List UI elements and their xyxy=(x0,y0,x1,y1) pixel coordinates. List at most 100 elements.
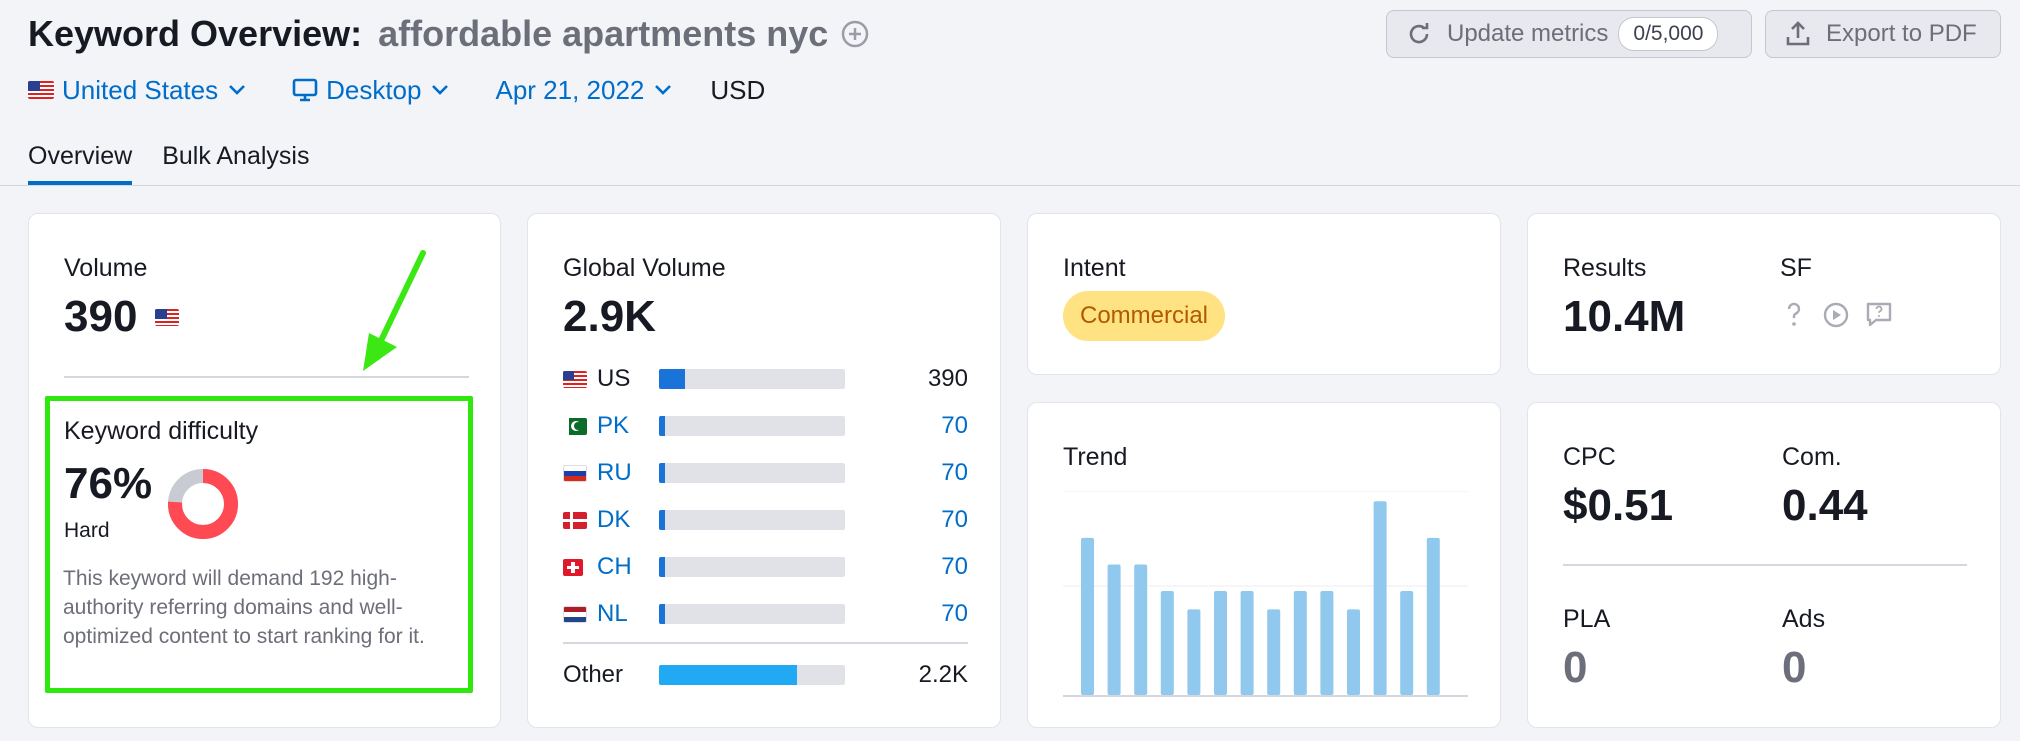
country-select[interactable]: United States xyxy=(28,75,246,106)
country-row-pk[interactable]: PK 70 xyxy=(563,411,968,441)
kd-donut-arc xyxy=(168,469,238,539)
trend-bar[interactable] xyxy=(1373,501,1387,695)
country-volume[interactable]: 70 xyxy=(941,459,968,486)
volume-divider xyxy=(64,376,469,378)
intent-card: Intent Commercial xyxy=(1027,213,1501,375)
other-share-fill xyxy=(659,665,797,685)
desktop-icon xyxy=(292,78,318,102)
volume-card: Volume 390 Keyword difficulty 76% Hard T… xyxy=(28,213,501,728)
country-share-fill xyxy=(659,510,665,530)
country-code[interactable]: NL xyxy=(597,600,628,627)
us-flag-icon xyxy=(155,309,179,326)
trend-card: Trend xyxy=(1027,402,1501,728)
country-share-bar xyxy=(659,604,845,624)
tab-bulk-analysis[interactable]: Bulk Analysis xyxy=(162,142,310,170)
update-metrics-button[interactable]: Update metrics 0/5,000 xyxy=(1386,10,1752,58)
trend-bar[interactable] xyxy=(1426,537,1440,695)
other-label: Other xyxy=(563,661,624,688)
trend-bar[interactable] xyxy=(1293,590,1307,695)
country-code[interactable]: PK xyxy=(597,412,630,439)
question-icon[interactable] xyxy=(1780,300,1808,330)
country-share-fill xyxy=(659,369,686,389)
results-card: Results 10.4M SF xyxy=(1527,213,2001,375)
dk-flag-icon xyxy=(563,511,587,529)
country-volume[interactable]: 70 xyxy=(941,412,968,439)
trend-bar[interactable] xyxy=(1107,564,1121,695)
pk-flag-icon xyxy=(563,417,587,435)
trend-bar[interactable] xyxy=(1134,564,1148,695)
ch-flag-icon xyxy=(563,558,583,576)
us-flag-icon xyxy=(563,370,587,388)
export-pdf-button[interactable]: Export to PDF xyxy=(1765,10,2001,58)
intent-label: Intent xyxy=(1063,254,1126,282)
kd-label: Keyword difficulty xyxy=(64,417,259,445)
global-divider xyxy=(563,642,968,644)
country-share-bar xyxy=(659,369,845,389)
country-code: US xyxy=(597,365,631,392)
trend-bar[interactable] xyxy=(1347,609,1360,695)
trend-bar[interactable] xyxy=(1320,590,1334,695)
header-divider xyxy=(0,185,2020,186)
results-label: Results xyxy=(1563,254,1647,282)
export-icon xyxy=(1784,20,1812,48)
volume-value: 390 xyxy=(64,292,138,341)
ads-value: 0 xyxy=(1782,643,1807,692)
country-row-ch[interactable]: CH 70 xyxy=(563,552,968,582)
country-row-dk[interactable]: DK 70 xyxy=(563,505,968,535)
kd-donut-chart xyxy=(168,469,238,539)
update-metrics-counter: 0/5,000 xyxy=(1618,17,1719,51)
trend-bar[interactable] xyxy=(1267,609,1281,695)
currency-label: USD xyxy=(710,74,766,105)
refresh-icon xyxy=(1405,20,1433,48)
trend-bar[interactable] xyxy=(1240,590,1254,695)
pla-label: PLA xyxy=(1563,605,1611,633)
global-volume-card: Global Volume 2.9K US 390 PK 70 RU 70 DK… xyxy=(527,213,1001,728)
cpc-divider xyxy=(1563,564,1967,566)
trend-bar[interactable] xyxy=(1214,590,1227,695)
trend-bar[interactable] xyxy=(1160,590,1174,695)
kd-level: Hard xyxy=(64,519,110,542)
keyword-title: affordable apartments nyc xyxy=(378,13,829,54)
kd-description: This keyword will demand 192 high-author… xyxy=(63,567,425,648)
update-metrics-label: Update metrics xyxy=(1447,20,1609,47)
nl-flag-icon xyxy=(563,605,587,623)
trend-chart xyxy=(1063,491,1468,697)
country-share-bar xyxy=(659,463,845,483)
country-volume[interactable]: 70 xyxy=(941,553,968,580)
video-icon[interactable] xyxy=(1822,300,1850,330)
country-share-bar xyxy=(659,557,845,577)
results-value: 10.4M xyxy=(1563,292,1686,341)
country-share-fill xyxy=(659,416,665,436)
country-code[interactable]: DK xyxy=(597,506,631,533)
date-label: Apr 21, 2022 xyxy=(495,74,645,105)
country-share-fill xyxy=(659,463,665,483)
kd-value: 76% xyxy=(64,459,153,508)
cpc-card: CPC $0.51 Com. 0.44 PLA 0 Ads 0 xyxy=(1527,402,2001,728)
trend-bar[interactable] xyxy=(1187,609,1201,695)
other-volume: 2.2K xyxy=(918,661,968,688)
serp-features xyxy=(1780,300,1894,330)
page-title-row: Keyword Overview: affordable apartments … xyxy=(28,13,870,54)
country-row-nl[interactable]: NL 70 xyxy=(563,599,968,629)
country-row-other: Other 2.2K xyxy=(563,660,968,690)
device-label: Desktop xyxy=(326,74,422,105)
annotation-arrow-icon xyxy=(363,250,426,371)
country-row-ru[interactable]: RU 70 xyxy=(563,458,968,488)
faq-icon[interactable] xyxy=(1864,300,1894,330)
trend-bar[interactable] xyxy=(1081,537,1094,695)
add-circle-icon[interactable] xyxy=(840,19,870,49)
country-code[interactable]: CH xyxy=(597,553,632,580)
ru-flag-icon xyxy=(563,464,587,482)
trend-bar[interactable] xyxy=(1400,590,1414,695)
country-volume[interactable]: 70 xyxy=(941,506,968,533)
pla-value: 0 xyxy=(1563,643,1588,692)
keyword-difficulty-highlight xyxy=(45,396,473,693)
cpc-value: $0.51 xyxy=(1563,481,1674,530)
date-select[interactable]: Apr 21, 2022 xyxy=(495,75,672,106)
country-volume[interactable]: 70 xyxy=(941,600,968,627)
country-code[interactable]: RU xyxy=(597,459,632,486)
global-volume-label: Global Volume xyxy=(563,254,726,282)
device-select[interactable]: Desktop xyxy=(292,75,449,106)
tab-overview[interactable]: Overview xyxy=(28,142,133,185)
competition-value: 0.44 xyxy=(1782,481,1868,530)
